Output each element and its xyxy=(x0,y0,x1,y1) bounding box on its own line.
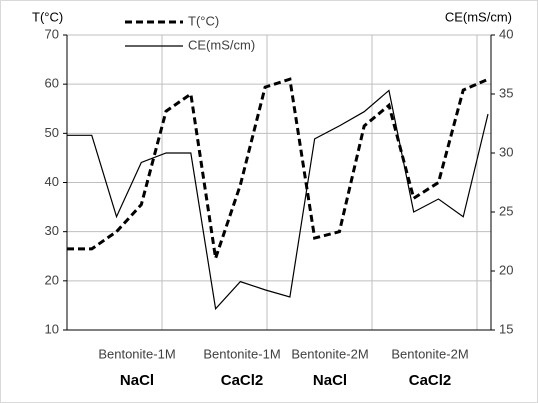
legend-label: CE(mS/cm) xyxy=(188,37,255,52)
y-tick-label: 70 xyxy=(45,26,59,41)
y-axis-title: T(°C) xyxy=(32,9,63,24)
y-tick-label: 60 xyxy=(45,76,59,91)
y-tick-label: 50 xyxy=(45,125,59,140)
y2-tick-label: 35 xyxy=(499,85,513,100)
x-group-sublabel: NaCl xyxy=(120,372,154,389)
x-group-sublabel: NaCl xyxy=(313,372,347,389)
x-group-label: Bentonite-2M xyxy=(391,346,468,361)
y2-axis-title: CE(mS/cm) xyxy=(445,9,512,24)
x-group-label: Bentonite-2M xyxy=(291,346,368,361)
y2-tick-label: 40 xyxy=(499,26,513,41)
y-tick-label: 20 xyxy=(45,272,59,287)
y-tick-label: 40 xyxy=(45,174,59,189)
y2-tick-label: 25 xyxy=(499,203,513,218)
y2-tick-label: 20 xyxy=(499,262,513,277)
x-group-label: Bentonite-1M xyxy=(98,346,175,361)
series-line xyxy=(67,89,489,311)
x-group-sublabel: CaCl2 xyxy=(409,372,452,389)
series-line xyxy=(67,77,489,259)
y2-tick-label: 15 xyxy=(499,321,513,336)
x-group-sublabel: CaCl2 xyxy=(221,372,264,389)
y-tick-label: 10 xyxy=(45,321,59,336)
legend-label: T(°C) xyxy=(188,13,219,28)
y-tick-label: 30 xyxy=(45,223,59,238)
x-group-label: Bentonite-1M xyxy=(203,346,280,361)
y2-tick-label: 30 xyxy=(499,144,513,159)
